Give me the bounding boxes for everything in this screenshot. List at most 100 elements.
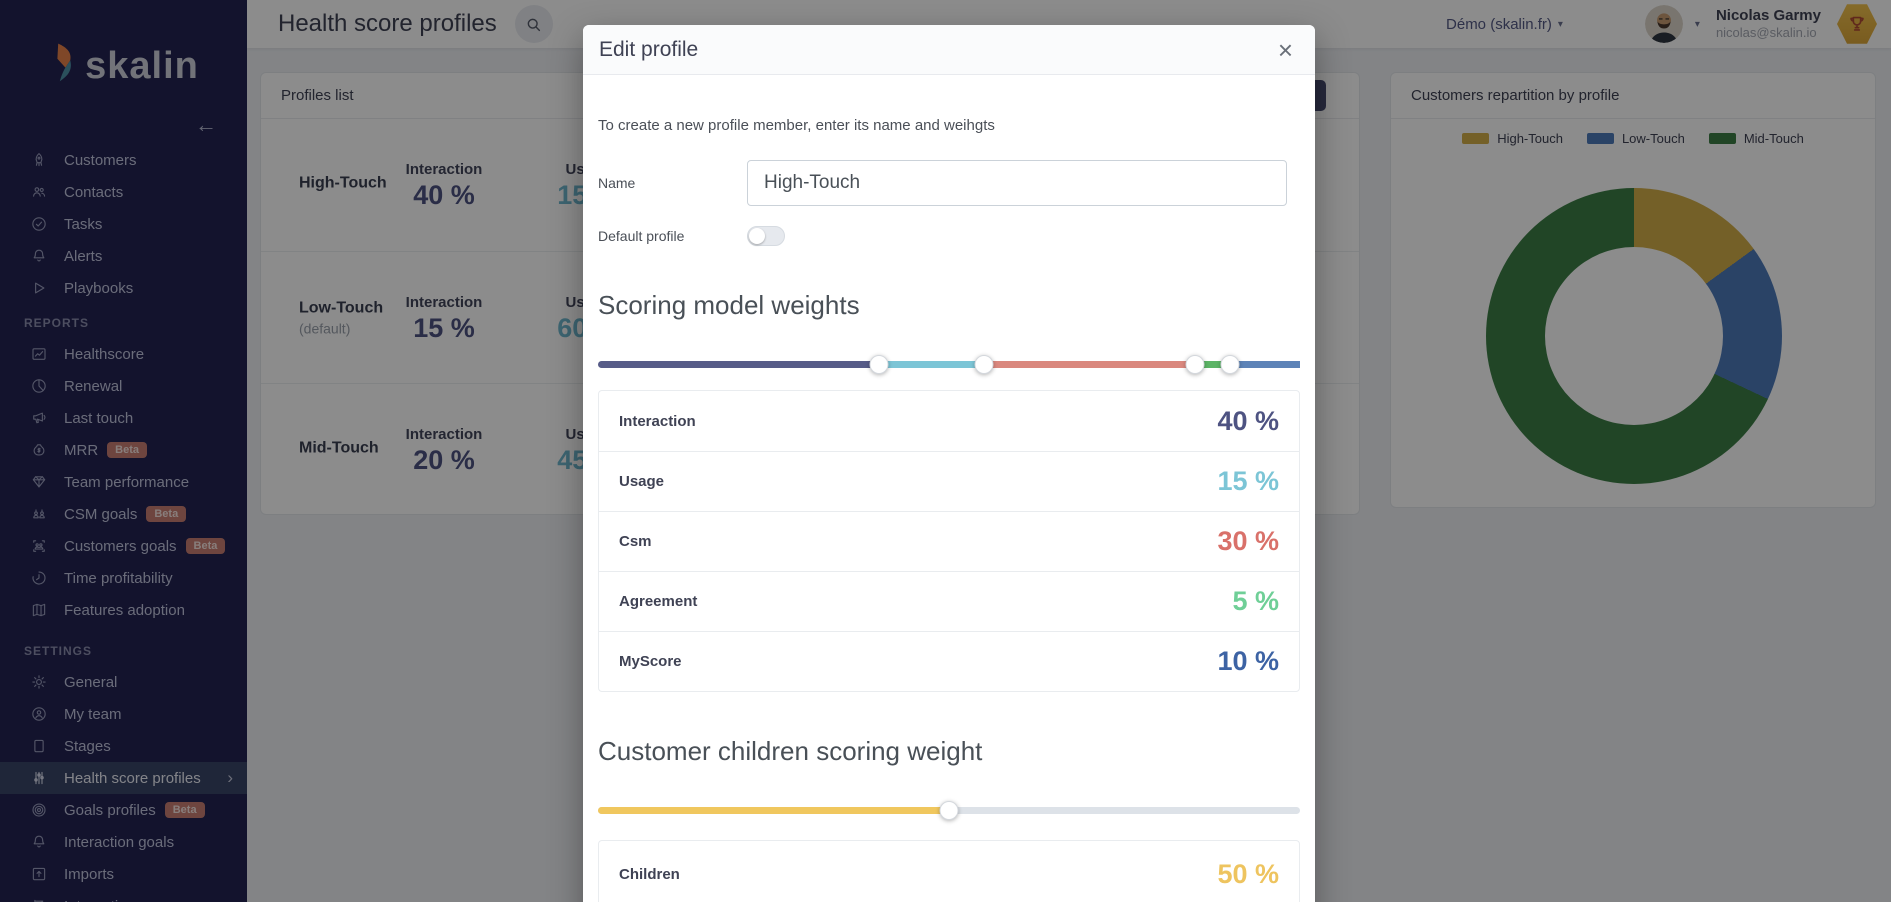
sidebar-item-customers-goals[interactable]: Customers goals Beta: [0, 530, 247, 562]
beta-badge: Beta: [164, 801, 205, 819]
default-profile-label: Default profile: [598, 228, 685, 244]
user-menu-caret-icon[interactable]: ▾: [1694, 18, 1700, 30]
sidebar-item-label: Contacts: [64, 183, 124, 201]
header-right: Démo (skalin.fr) ▾ ▾ Nicolas Garmy: [1446, 3, 1877, 45]
moneybag-icon: [30, 441, 49, 460]
children-weight-slider[interactable]: [598, 801, 1300, 820]
rocket-icon: [30, 151, 49, 170]
legend-item[interactable]: Mid-Touch: [1708, 131, 1804, 146]
sidebar-item-interaction-goals[interactable]: Interaction goals: [0, 826, 247, 858]
default-profile-toggle[interactable]: [747, 226, 785, 246]
sidebar-item-general[interactable]: General: [0, 666, 247, 698]
sidebar-item-label: Goals profiles: [64, 801, 156, 819]
profile-name: Mid-Touch: [299, 439, 379, 456]
chart-legend: High-Touch Low-Touch Mid-Touch: [1391, 131, 1875, 146]
user-email: nicolas@skalin.io: [1715, 25, 1817, 41]
sidebar-item-contacts[interactable]: Contacts: [0, 176, 247, 208]
weight-row-interaction: Interaction 40 %: [599, 391, 1299, 451]
sidebar-item-label: CSM goals: [64, 505, 138, 523]
weight-row-children: Children 50 %: [599, 841, 1299, 902]
legend-swatch: [1586, 133, 1614, 144]
slider-segment-interaction: [598, 361, 879, 368]
brand-logo: skalin: [0, 0, 247, 110]
user-meta[interactable]: Nicolas Garmy nicolas@skalin.io: [1716, 7, 1821, 42]
name-field-row: Name: [598, 160, 1300, 206]
scoring-section-title: Scoring model weights: [598, 290, 860, 320]
weight-row-agreement: Agreement 5 %: [599, 571, 1299, 631]
workspace-selector[interactable]: Démo (skalin.fr) ▾: [1446, 16, 1563, 33]
sidebar-item-healthscore[interactable]: Healthscore: [0, 338, 247, 370]
sidebar-item-integrations[interactable]: Integrations: [0, 890, 247, 902]
legend-swatch: [1462, 133, 1490, 144]
sidebar-item-health-score-profiles[interactable]: Health score profiles ›: [0, 762, 247, 794]
slider-handle[interactable]: [869, 355, 889, 374]
user-avatar[interactable]: [1644, 5, 1683, 43]
sidebar-item-mrr[interactable]: MRR Beta: [0, 434, 247, 466]
legend-label: Low-Touch: [1621, 131, 1685, 146]
sidebar-item-label: Team performance: [64, 473, 190, 491]
bell-icon: [30, 247, 49, 266]
name-field-label: Name: [598, 175, 636, 191]
sidebar-item-label: Last touch: [64, 409, 134, 427]
top-header: Health score profiles Démo (skalin.fr) ▾: [247, 0, 1891, 48]
map-icon: [30, 601, 49, 620]
toggle-knob: [749, 228, 765, 244]
close-icon[interactable]: ×: [1272, 37, 1299, 63]
sidebar-item-label: Alerts: [64, 247, 103, 265]
chevron-down-icon: ▾: [1557, 18, 1563, 30]
sidebar-item-playbooks[interactable]: Playbooks: [0, 272, 247, 304]
weight-label: Agreement: [619, 593, 698, 610]
search-button[interactable]: [514, 5, 553, 43]
workspace-label: Démo (skalin.fr): [1446, 15, 1552, 33]
default-profile-row: Default profile: [598, 226, 1300, 246]
weight-label: Interaction: [619, 412, 696, 430]
profiles-card-title: Profiles list: [281, 87, 354, 104]
sidebar-item-label: Playbooks: [64, 279, 134, 297]
legend-item[interactable]: Low-Touch: [1586, 131, 1685, 146]
scoring-weights-slider[interactable]: [598, 355, 1300, 374]
person-circle-icon: [30, 705, 49, 724]
clock-icon: [30, 569, 49, 588]
profile-metric-interaction: Interaction 20 %: [405, 425, 483, 475]
box-icon: [30, 737, 49, 756]
sidebar-item-customers[interactable]: Customers: [0, 144, 247, 176]
legend-label: Mid-Touch: [1743, 131, 1804, 146]
sidebar-item-alerts[interactable]: Alerts: [0, 240, 247, 272]
sidebar-collapse-button[interactable]: ←: [195, 112, 217, 137]
slider-handle[interactable]: [1185, 355, 1205, 374]
slider-segment-agreement: [1194, 361, 1230, 368]
sidebar-item-last-touch[interactable]: Last touch: [0, 402, 247, 434]
gear-icon: [30, 673, 49, 692]
sidebar-item-label: Integrations: [64, 898, 142, 902]
sidebar-item-label: Tasks: [64, 215, 103, 233]
weight-value: 30 %: [1217, 526, 1279, 556]
weights-list: Interaction 40 % Usage 15 % Csm 30 % Agr…: [598, 390, 1300, 692]
sidebar-item-team-performance[interactable]: Team performance: [0, 466, 247, 498]
profile-name-input[interactable]: [747, 160, 1287, 206]
doughnut-chart[interactable]: [1486, 188, 1782, 484]
sidebar-item-label: Health score profiles: [64, 769, 201, 787]
modal-body: To create a new profile member, enter it…: [583, 117, 1315, 902]
sidebar-item-stages[interactable]: Stages: [0, 730, 247, 762]
user-name: Nicolas Garmy: [1715, 6, 1821, 24]
sidebar-item-tasks[interactable]: Tasks: [0, 208, 247, 240]
weight-value: 50 %: [1217, 858, 1279, 889]
sidebar-item-goals-profiles[interactable]: Goals profiles Beta: [0, 794, 247, 826]
sidebar-item-my-team[interactable]: My team: [0, 698, 247, 730]
sidebar-item-time-profitability[interactable]: Time profitability: [0, 562, 247, 594]
sidebar-section-reports: REPORTS: [24, 316, 90, 330]
profile-name: High-Touch: [299, 174, 387, 192]
sidebar-item-label: Time profitability: [64, 569, 173, 587]
sidebar-item-renewal[interactable]: Renewal: [0, 370, 247, 402]
slider-handle[interactable]: [974, 355, 994, 374]
slider-handle[interactable]: [1220, 355, 1240, 374]
repartition-card-header: Customers repartition by profile: [1391, 73, 1875, 119]
sidebar-item-features-adoption[interactable]: Features adoption: [0, 594, 247, 626]
sidebar-item-csm-goals[interactable]: CSM goals Beta: [0, 498, 247, 530]
doughnut-hole: [1545, 247, 1723, 425]
sidebar-item-imports[interactable]: Imports: [0, 858, 247, 890]
legend-item[interactable]: High-Touch: [1462, 131, 1563, 146]
sidebar-item-label: Stages: [64, 737, 111, 755]
slider-handle[interactable]: [939, 801, 959, 820]
